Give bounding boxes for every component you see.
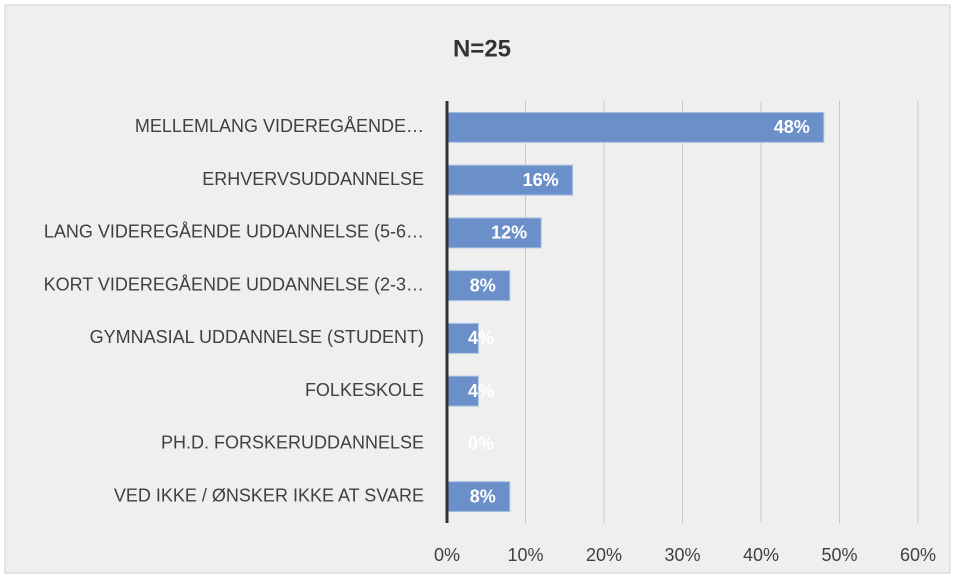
value-label: 0% — [468, 434, 494, 454]
value-label: 4% — [468, 328, 494, 348]
x-tick-label: 0% — [434, 545, 460, 565]
bar — [446, 375, 479, 407]
bar — [446, 270, 511, 302]
value-label: 12% — [491, 223, 527, 243]
value-label: 8% — [470, 486, 496, 506]
value-label: 16% — [523, 170, 559, 190]
y-tick-label: MELLEMLANG VIDEREGÅENDE… — [135, 116, 424, 136]
value-label: 8% — [470, 275, 496, 295]
y-tick-label: ERHVERVSUDDANNELSE — [202, 169, 424, 189]
y-tick-label: PH.D. FORSKERUDDANNELSE — [161, 433, 424, 453]
x-tick-label: 50% — [821, 545, 857, 565]
y-tick-label: VED IKKE / ØNSKER IKKE AT SVARE — [114, 485, 424, 505]
bar — [446, 111, 825, 143]
x-tick-label: 60% — [900, 545, 936, 565]
y-tick-label: GYMNASIAL UDDANNELSE (STUDENT) — [90, 327, 424, 347]
y-tick-label: FOLKESKOLE — [305, 380, 424, 400]
y-tick-label: KORT VIDEREGÅENDE UDDANNELSE (2-3… — [44, 274, 424, 294]
value-label: 48% — [774, 117, 810, 137]
x-tick-label: 30% — [664, 545, 700, 565]
bar — [446, 322, 479, 354]
chart-title: N=25 — [453, 35, 511, 62]
x-tick-label: 40% — [743, 545, 779, 565]
x-tick-label: 10% — [507, 545, 543, 565]
y-tick-label: LANG VIDEREGÅENDE UDDANNELSE (5-6… — [44, 222, 424, 242]
value-label: 4% — [468, 381, 494, 401]
bar — [446, 481, 511, 513]
bar — [446, 217, 542, 249]
x-tick-label: 20% — [586, 545, 622, 565]
